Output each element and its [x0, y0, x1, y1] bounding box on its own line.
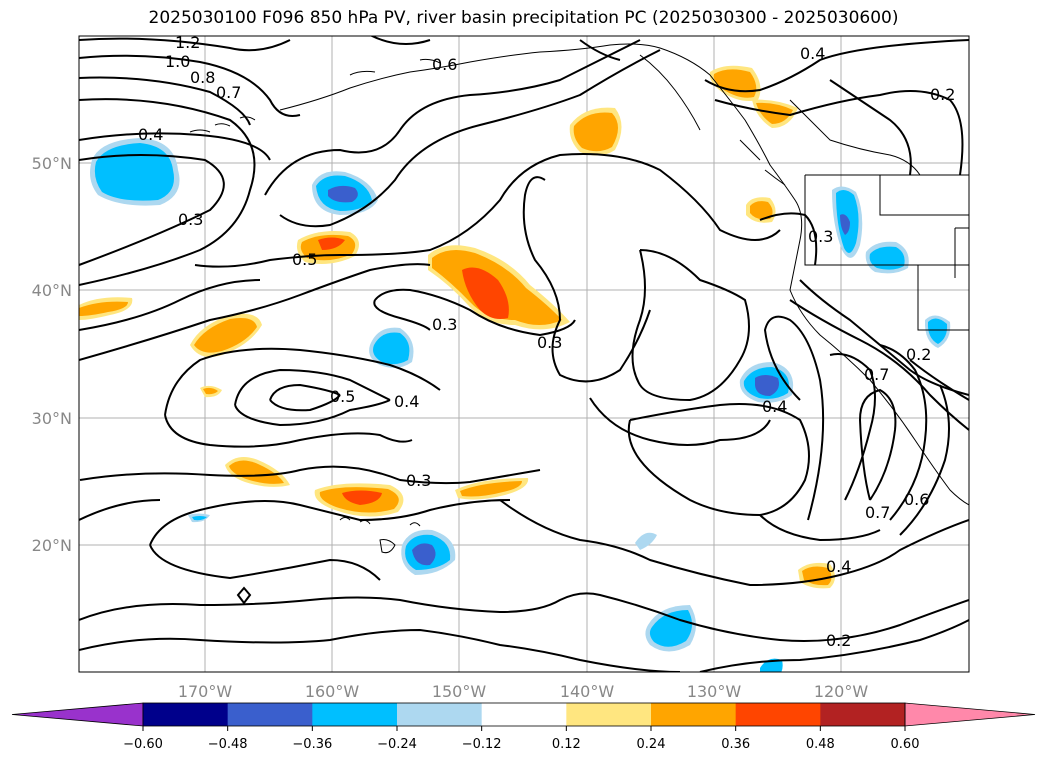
- lon-label: 170°W: [178, 682, 233, 701]
- colorbar-segment: [651, 703, 737, 726]
- contour-label: 0.7: [216, 83, 241, 102]
- page-title: 2025030100 F096 850 hPa PV, river basin …: [148, 8, 899, 28]
- lon-label: 140°W: [560, 682, 615, 701]
- colorbar-tick-label: 0.36: [721, 737, 750, 752]
- colorbar-segment: [312, 703, 398, 726]
- contour-label: 0.8: [190, 68, 215, 87]
- lon-label: 160°W: [305, 682, 360, 701]
- contour-label: 0.5: [330, 387, 355, 406]
- colorbar-tick-label: −0.12: [462, 737, 502, 752]
- contour-label: 0.3: [808, 227, 833, 246]
- contour-label: 0.7: [864, 365, 889, 384]
- contour-label: 0.4: [394, 392, 419, 411]
- contour-label: 0.3: [432, 315, 457, 334]
- contour-label: 0.4: [800, 44, 825, 63]
- map-frame: [78, 35, 970, 673]
- contour-label: 0.2: [930, 85, 955, 104]
- lat-label: 50°N: [32, 154, 72, 173]
- contour-label: 0.7: [865, 503, 890, 522]
- contour-label: 0.2: [906, 345, 931, 364]
- contour-label: 0.3: [178, 210, 203, 229]
- colorbar-segment: [397, 703, 483, 726]
- colorbar-segment: [820, 703, 906, 726]
- contour-label: 1.0: [165, 52, 190, 71]
- colorbar-segment: [735, 703, 821, 726]
- lat-label: 30°N: [32, 409, 72, 428]
- contour-label: 0.6: [904, 490, 929, 509]
- contour-label: 1.2: [175, 33, 200, 52]
- colorbar-segment: [227, 703, 313, 726]
- colorbar-tick-label: 0.48: [806, 737, 835, 752]
- colorbar-tick-label: 0.24: [637, 737, 666, 752]
- colorbar-frame: [142, 702, 906, 727]
- latitude-labels: 50°N 40°N 30°N 20°N: [32, 154, 72, 555]
- colorbar-extend-max: [904, 702, 1036, 727]
- colorbar-segment: [143, 703, 229, 726]
- colorbar: −0.60 −0.48 −0.36 −0.24 −0.12 0.12 0.24 0.36 0.4…: [11, 702, 1036, 752]
- colorbar-segment: [481, 703, 567, 726]
- colorbar-tick-label: −0.60: [123, 737, 163, 752]
- pv-contours: [79, 36, 969, 672]
- colorbar-tick-label: 0.12: [552, 737, 581, 752]
- lon-label: 130°W: [687, 682, 742, 701]
- precip-shading: [79, 65, 951, 672]
- contour-label: 0.4: [826, 557, 851, 576]
- contour-label: 0.6: [432, 55, 457, 74]
- colorbar-tick-label: −0.24: [377, 737, 417, 752]
- lat-label: 20°N: [32, 536, 72, 555]
- colorbar-tick-label: −0.48: [208, 737, 248, 752]
- lat-label: 40°N: [32, 281, 72, 300]
- contour-label: 0.5: [292, 250, 317, 269]
- contour-label: 0.3: [537, 333, 562, 352]
- colorbar-extend-min: [11, 702, 144, 727]
- colorbar-segment: [566, 703, 652, 726]
- coastlines: [189, 43, 969, 554]
- contour-label: 0.2: [826, 631, 851, 650]
- colorbar-tick-label: −0.36: [292, 737, 332, 752]
- colorbar-tick-label: 0.60: [891, 737, 920, 752]
- contour-label: 0.3: [406, 471, 431, 490]
- contour-label-group: 1.2 1.0 0.8 0.7 0.6 0.4 0.2 0.4 0.3 0.5 …: [138, 33, 955, 650]
- lon-label: 120°W: [814, 682, 869, 701]
- contour-label: 0.4: [138, 125, 163, 144]
- contour-label: 0.4: [762, 397, 787, 416]
- longitude-labels: 170°W 160°W 150°W 140°W 130°W 120°W: [178, 682, 869, 701]
- lon-label: 150°W: [432, 682, 487, 701]
